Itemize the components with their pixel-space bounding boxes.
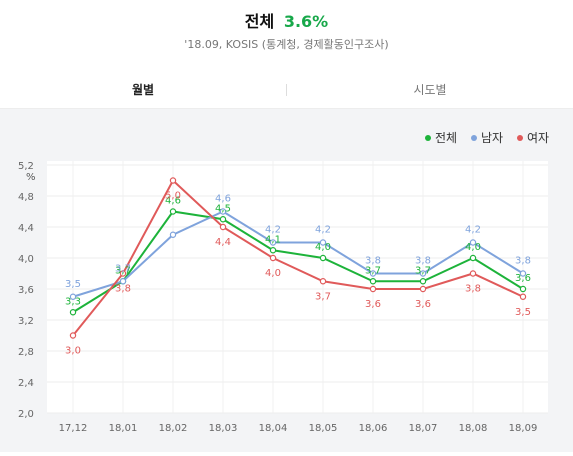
data-point — [519, 293, 527, 300]
data-label: 3,3 — [65, 296, 81, 307]
legend-marker-2 — [517, 135, 523, 141]
data-point — [469, 239, 477, 246]
data-label: 4,2 — [265, 225, 281, 236]
y-tick-label: 4,8 — [18, 192, 34, 203]
data-point — [69, 309, 77, 316]
x-tick-label: 18,07 — [409, 423, 438, 434]
y-tick-label: 4,0 — [18, 254, 34, 265]
data-point — [319, 254, 327, 262]
data-point — [319, 278, 327, 285]
rate-value: 3.6% — [283, 12, 329, 31]
data-point — [269, 254, 277, 262]
x-tick-label: 17,12 — [59, 423, 88, 434]
plot-background — [47, 161, 548, 413]
x-tick-label: 18,03 — [209, 423, 238, 434]
data-label: 3,5 — [65, 279, 81, 290]
legend-marker-0 — [425, 135, 431, 141]
series-line-2 — [72, 178, 524, 337]
data-point — [119, 270, 127, 277]
legend-marker-1 — [471, 135, 477, 141]
data-label: 3,7 — [315, 291, 331, 302]
tab-by-region[interactable]: 시도별 — [413, 83, 447, 97]
line-chart: 전체 남자 여자% 2,0 2,4 2,8 3,2 3,6 4,0 4,4 4,8 5,2 17,12 1… — [18, 131, 549, 434]
data-point — [269, 239, 277, 246]
data-point — [369, 278, 377, 285]
x-tick-label: 18,05 — [309, 423, 338, 434]
y-tick-label: 3,6 — [18, 285, 34, 296]
data-label: 3,6 — [365, 299, 381, 310]
series-line-0 — [72, 210, 524, 314]
data-label: 4,6 — [215, 194, 231, 205]
data-label: 3,7 — [115, 265, 131, 276]
tab-monthly[interactable]: 월별 — [131, 83, 155, 97]
data-label: 3,8 — [515, 256, 531, 267]
data-point — [69, 293, 77, 300]
legend-label-1: 남자 — [481, 131, 503, 145]
data-point — [219, 208, 227, 215]
x-tick-label: 18,09 — [509, 423, 538, 434]
legend-label-2: 여자 — [527, 131, 549, 145]
data-label: 3,8 — [415, 256, 431, 267]
x-tick-label: 18,01 — [109, 423, 138, 434]
data-label: 4,4 — [215, 237, 231, 248]
y-unit-label: % — [26, 172, 36, 183]
y-tick-label: 2,4 — [18, 378, 34, 389]
tab-divider — [286, 84, 287, 96]
title-text: 전체 — [244, 12, 275, 31]
data-label: 3,7 — [365, 265, 381, 276]
data-label: 3,5 — [515, 307, 531, 318]
data-point — [419, 285, 427, 293]
y-tick-label: 2,0 — [18, 409, 34, 420]
data-point — [119, 278, 127, 285]
chart-area: 전체 남자 여자% 2,0 2,4 2,8 3,2 3,6 4,0 4,4 4,8 5,2 17,12 1… — [0, 109, 573, 452]
x-tick-label: 18,06 — [359, 423, 388, 434]
data-point — [169, 208, 177, 215]
data-label: 4,1 — [265, 234, 281, 245]
data-label: 4,2 — [315, 225, 331, 236]
data-point — [69, 332, 77, 339]
y-tick-label: 4,4 — [18, 223, 34, 234]
data-point — [519, 285, 527, 293]
data-label: 3,6 — [415, 299, 431, 310]
tab-bar: 월별 시도별 — [0, 72, 573, 109]
data-point — [419, 270, 427, 277]
series-line-1 — [72, 210, 524, 298]
data-point — [469, 254, 477, 262]
data-label: 4,5 — [215, 203, 231, 214]
data-label: 3,8 — [365, 256, 381, 267]
data-label: 5,0 — [165, 191, 181, 202]
data-point — [369, 270, 377, 277]
data-point — [219, 223, 227, 231]
legend-label-0: 전체 — [435, 131, 457, 145]
data-label: 3,7 — [415, 265, 431, 276]
data-label: 3,8 — [465, 284, 481, 295]
data-point — [519, 270, 527, 277]
data-label: 3,6 — [515, 273, 531, 284]
x-tick-label: 18,08 — [459, 423, 488, 434]
data-label: 4,2 — [465, 225, 481, 236]
page-title: 전체 3.6% — [0, 8, 573, 32]
data-label: 4,0 — [315, 242, 331, 253]
data-label: 4,0 — [465, 242, 481, 253]
source-subtitle: '18.09, KOSIS (통계청, 경제활동인구조사) — [184, 38, 389, 51]
data-point — [369, 285, 377, 293]
data-point — [269, 247, 277, 254]
y-tick-label: 5,2 — [18, 161, 34, 172]
data-point — [219, 216, 227, 223]
data-label: 3,7 — [115, 263, 131, 274]
header: 전체 3.6% '18.09, KOSIS (통계청, 경제활동인구조사) — [0, 0, 573, 73]
data-label: 4,6 — [165, 196, 181, 207]
data-point — [169, 231, 177, 238]
data-point — [419, 278, 427, 285]
y-tick-label: 2,8 — [18, 347, 34, 358]
x-tick-label: 18,04 — [259, 423, 288, 434]
data-point — [319, 239, 327, 246]
data-point — [169, 177, 177, 184]
data-label: 3,8 — [115, 284, 131, 295]
x-tick-label: 18,02 — [159, 423, 188, 434]
y-tick-label: 3,2 — [18, 316, 34, 327]
data-point — [469, 270, 477, 277]
data-label: 3,0 — [65, 346, 81, 357]
data-label: 4,0 — [265, 268, 281, 279]
